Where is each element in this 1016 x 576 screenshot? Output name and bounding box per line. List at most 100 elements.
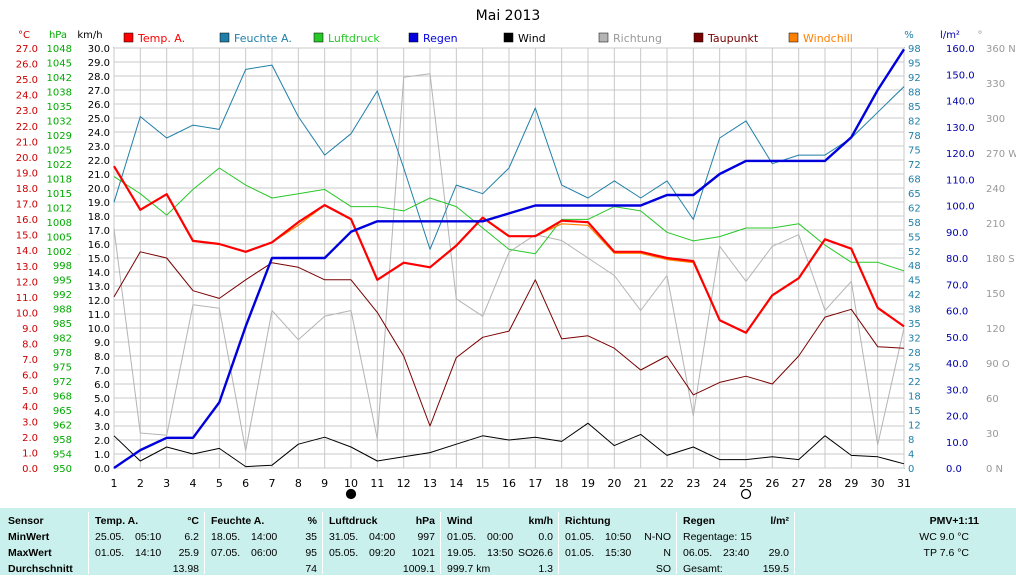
hum-min-date: 18.05. bbox=[211, 531, 241, 543]
pressure-tick: 1015 bbox=[47, 189, 72, 200]
temp-stats-unit: °C bbox=[187, 515, 199, 527]
temp-unit-label: °C bbox=[18, 30, 30, 41]
humidity-tick: 0 bbox=[908, 464, 914, 475]
rain-tick: 30.0 bbox=[946, 385, 968, 396]
rain-tick: 60.0 bbox=[946, 307, 968, 318]
x-tick-label: 15 bbox=[476, 477, 490, 490]
hum-max-date: 07.05. bbox=[211, 547, 241, 559]
x-tick-label: 17 bbox=[528, 477, 542, 490]
legend-swatch-windchill bbox=[788, 32, 799, 43]
pressure-tick: 1002 bbox=[47, 247, 72, 258]
temp-tick: 14.0 bbox=[16, 246, 38, 257]
pressure-tick: 1048 bbox=[47, 44, 72, 55]
direction-tick: 240 bbox=[986, 184, 1005, 195]
direction-tick: 60 bbox=[986, 394, 999, 405]
rain-days: Regentage: 15 bbox=[683, 531, 752, 543]
humidity-tick: 15 bbox=[908, 406, 921, 417]
x-tick-label: 21 bbox=[634, 477, 648, 490]
x-tick-label: 27 bbox=[792, 477, 806, 490]
moon-new-icon bbox=[345, 488, 357, 500]
legend-swatch-direction bbox=[598, 32, 609, 43]
pressure-tick: 950 bbox=[53, 464, 72, 475]
x-tick-label: 8 bbox=[295, 477, 302, 490]
direction-tick: 90 O bbox=[986, 359, 1010, 370]
right-axes: 9895928885827875726865625855524845423835… bbox=[908, 44, 1016, 475]
temp-min-date: 25.05. bbox=[95, 531, 125, 543]
x-tick-label: 7 bbox=[269, 477, 276, 490]
rain-tick: 50.0 bbox=[946, 333, 968, 344]
press-max-time: 09:20 bbox=[369, 547, 396, 559]
wind-tick: 10.0 bbox=[88, 324, 110, 335]
series-line-pressure bbox=[113, 167, 905, 272]
rain-tick: 0.0 bbox=[946, 464, 962, 475]
wind-stats: Wind km/h 01.05. 00:00 0.0 19.05. 13:50 SO 26.… bbox=[440, 512, 559, 575]
pressure-tick: 1042 bbox=[47, 73, 72, 84]
row-label-min: MinWert bbox=[8, 531, 50, 543]
x-tick-label: 3 bbox=[163, 477, 170, 490]
series-line-dewpoint bbox=[113, 251, 905, 427]
temp-min-time: 05:10 bbox=[135, 531, 162, 543]
humidity-tick: 32 bbox=[908, 334, 921, 345]
wind-tick: 24.0 bbox=[88, 128, 110, 139]
humidity-tick: 82 bbox=[908, 116, 921, 127]
pressure-tick: 1025 bbox=[47, 145, 72, 156]
direction-tick: 360 N bbox=[986, 44, 1016, 55]
temp-tick: 27.0 bbox=[16, 44, 38, 55]
direction-tick: 270 W bbox=[986, 149, 1016, 160]
temp-tick: 13.0 bbox=[16, 262, 38, 273]
legend-label-direction: Richtung bbox=[613, 32, 662, 45]
rain-tick: 80.0 bbox=[946, 254, 968, 265]
temp-stats: Temp. A. °C 25.05. 05:10 6.2 01.05. 14:10 25.… bbox=[88, 512, 205, 575]
humidity-tick: 88 bbox=[908, 87, 921, 98]
rain-tick: 150.0 bbox=[946, 70, 975, 81]
press-max-value: 1021 bbox=[411, 547, 435, 559]
series-line-humidity bbox=[113, 64, 905, 250]
legend-label-wind: Wind bbox=[518, 32, 546, 45]
row-label-max: MaxWert bbox=[8, 547, 52, 559]
humidity-tick: 45 bbox=[908, 276, 921, 287]
hum-unit-label: % bbox=[904, 30, 914, 41]
wind-tick: 19.0 bbox=[88, 198, 110, 209]
chart-series bbox=[113, 48, 906, 469]
temp-tick: 23.0 bbox=[16, 106, 38, 117]
pressure-tick: 1032 bbox=[47, 116, 72, 127]
wind-tick: 11.0 bbox=[88, 310, 110, 321]
press-stats-header: Luftdruck bbox=[329, 515, 378, 527]
legend-swatch-rain bbox=[408, 32, 419, 43]
rain-tick: 160.0 bbox=[946, 44, 975, 55]
wind-tick: 8.0 bbox=[94, 352, 110, 363]
wind-tick: 6.0 bbox=[94, 380, 110, 391]
pressure-tick: 968 bbox=[53, 392, 72, 403]
legend-label-pressure: Luftdruck bbox=[328, 32, 380, 45]
pressure-tick: 1045 bbox=[47, 58, 72, 69]
temp-tick: 5.0 bbox=[22, 386, 38, 397]
rain-stats: Regen l/m² Regentage: 15 06.05. 23:40 29.0 … bbox=[676, 512, 795, 575]
temp-tick: 19.0 bbox=[16, 168, 38, 179]
wind-tick: 2.0 bbox=[94, 436, 110, 447]
humidity-stats: Feuchte A.% 18.05. 14:00 35 07.05. 06:00 95 … bbox=[204, 512, 323, 575]
pressure-tick: 1035 bbox=[47, 102, 72, 113]
wind-tick: 17.0 bbox=[88, 226, 110, 237]
wind-max-date: 19.05. bbox=[447, 547, 477, 559]
wind-tick: 0.0 bbox=[94, 464, 110, 475]
temp-min-value: 6.2 bbox=[184, 531, 199, 543]
rain-tick: 40.0 bbox=[946, 359, 968, 370]
wind-tick: 1.0 bbox=[94, 450, 110, 461]
x-tick-label: 19 bbox=[581, 477, 595, 490]
rain-stats-unit: l/m² bbox=[770, 515, 789, 527]
rain-tick: 20.0 bbox=[946, 412, 968, 423]
wind-tick: 9.0 bbox=[94, 338, 110, 349]
rain-unit-label: l/m² bbox=[940, 30, 960, 41]
x-tick-label: 1 bbox=[111, 477, 118, 490]
press-stats-unit: hPa bbox=[415, 515, 435, 527]
direction-stats: Richtung 01.05. 10:50 N-NO 01.05. 15:30 N SO bbox=[558, 512, 677, 575]
direction-tick: 30 bbox=[986, 429, 999, 440]
x-tick-label: 30 bbox=[871, 477, 885, 490]
rain-tick: 130.0 bbox=[946, 123, 975, 134]
temp-average: 13.98 bbox=[172, 563, 199, 575]
dir-max-value: N bbox=[663, 547, 671, 559]
temp-stats-header: Temp. A. bbox=[95, 515, 139, 527]
pressure-tick: 988 bbox=[53, 305, 72, 316]
humidity-tick: 18 bbox=[908, 392, 921, 403]
legend-label-rain: Regen bbox=[423, 32, 458, 45]
